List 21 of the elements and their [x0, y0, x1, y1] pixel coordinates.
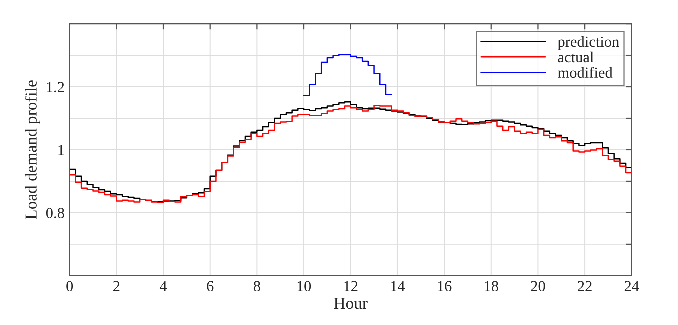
y-tick-label: 1.2: [47, 82, 64, 93]
x-tick-label: 22: [578, 281, 592, 292]
x-tick-label: 2: [114, 281, 120, 292]
x-tick-label: 16: [438, 281, 452, 292]
x-tick-label: 6: [207, 281, 214, 292]
x-axis-title: Hour: [334, 298, 368, 310]
x-tick-label: 18: [485, 281, 498, 292]
x-tick-label: 12: [344, 281, 358, 292]
x-tick-label: 24: [624, 281, 640, 292]
y-axis-title: Load demand profile: [25, 80, 40, 220]
x-tick-label: 4: [160, 281, 168, 292]
x-tick-label: 20: [531, 281, 546, 292]
x-tick-label: 14: [391, 281, 406, 292]
x-tick-label: 0: [66, 281, 74, 292]
legend-label: modified: [558, 67, 613, 78]
x-tick-label: 8: [254, 281, 260, 292]
legend-label: actual: [558, 52, 594, 63]
legend-label: prediction: [558, 36, 620, 50]
y-tick-label: 0.8: [46, 208, 64, 218]
y-tick-label: 1: [58, 145, 64, 156]
x-tick-label: 10: [298, 281, 312, 292]
